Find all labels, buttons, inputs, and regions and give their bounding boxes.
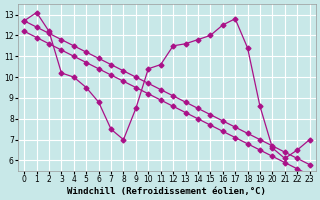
X-axis label: Windchill (Refroidissement éolien,°C): Windchill (Refroidissement éolien,°C)	[68, 187, 266, 196]
